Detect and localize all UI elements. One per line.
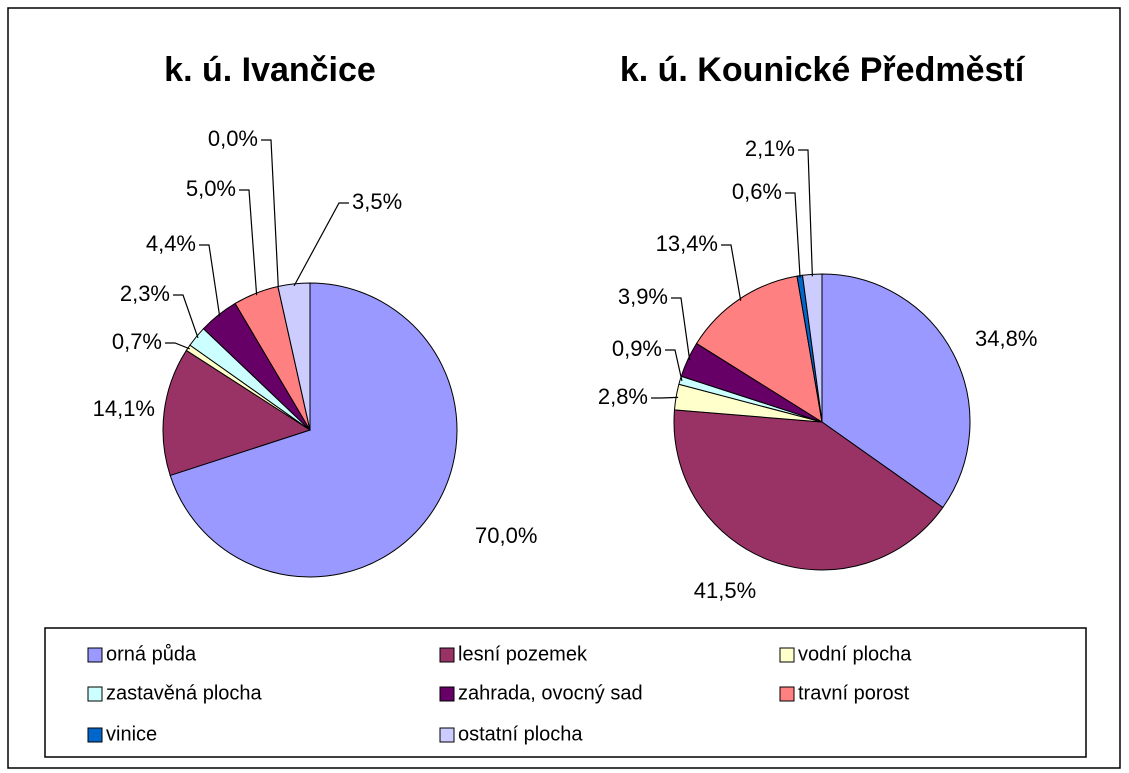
leader-line xyxy=(651,396,679,399)
pie-slice xyxy=(277,282,311,431)
data-label: 5,0% xyxy=(186,176,236,201)
legend-swatch xyxy=(87,727,103,743)
leader-line xyxy=(721,244,742,301)
legend-swatch xyxy=(779,647,795,663)
data-label: 3,9% xyxy=(618,284,668,309)
legend-swatch xyxy=(87,647,103,663)
legend-swatch xyxy=(779,686,795,702)
legend-box xyxy=(44,627,1087,758)
pie-slice xyxy=(673,409,944,571)
legend-label: vinice xyxy=(106,723,157,745)
leader-line xyxy=(798,149,813,277)
legend-label: lesní pozemek xyxy=(458,643,588,665)
data-label: 34,8% xyxy=(975,326,1037,351)
data-label: 70,0% xyxy=(475,523,537,548)
legend-label: zastavěná plocha xyxy=(106,682,263,704)
legend-label: travní porost xyxy=(798,682,910,704)
data-label: 0,6% xyxy=(732,179,782,204)
data-label: 13,4% xyxy=(656,231,718,256)
data-label: 0,0% xyxy=(208,126,258,151)
leader-line xyxy=(165,342,191,350)
leader-line xyxy=(671,297,691,361)
pie-slice xyxy=(169,282,458,578)
data-label: 0,9% xyxy=(612,336,662,361)
data-label: 41,5% xyxy=(694,578,756,603)
leader-line xyxy=(199,244,221,317)
leader-line xyxy=(261,139,279,289)
legend-label: ostatní plocha xyxy=(458,723,583,745)
data-label: 2,3% xyxy=(120,281,170,306)
legend-swatch xyxy=(439,647,455,663)
data-label: 0,7% xyxy=(112,329,162,354)
data-label: 4,4% xyxy=(146,231,196,256)
leader-line xyxy=(785,192,801,278)
legend-swatch xyxy=(439,686,455,702)
pie-slice xyxy=(162,349,312,477)
leader-line xyxy=(665,349,683,381)
data-label: 14,1% xyxy=(93,396,155,421)
legend-label: zahrada, ovocný sad xyxy=(458,682,643,704)
leader-line xyxy=(173,294,199,339)
legend-swatch xyxy=(439,727,455,743)
legend-label: vodní plocha xyxy=(798,643,912,665)
pie-slice xyxy=(695,275,823,424)
chart-title: k. ú. Kounické Předměstí xyxy=(620,51,1026,89)
leader-line xyxy=(293,202,349,287)
chart-title: k. ú. Ivančice xyxy=(164,51,376,89)
leader-line xyxy=(239,189,258,296)
data-label: 2,1% xyxy=(745,136,795,161)
legend-swatch xyxy=(87,686,103,702)
legend-label: orná půda xyxy=(106,643,197,665)
pie-slice xyxy=(821,273,971,509)
data-label: 3,5% xyxy=(352,189,402,214)
data-label: 2,8% xyxy=(598,384,648,409)
